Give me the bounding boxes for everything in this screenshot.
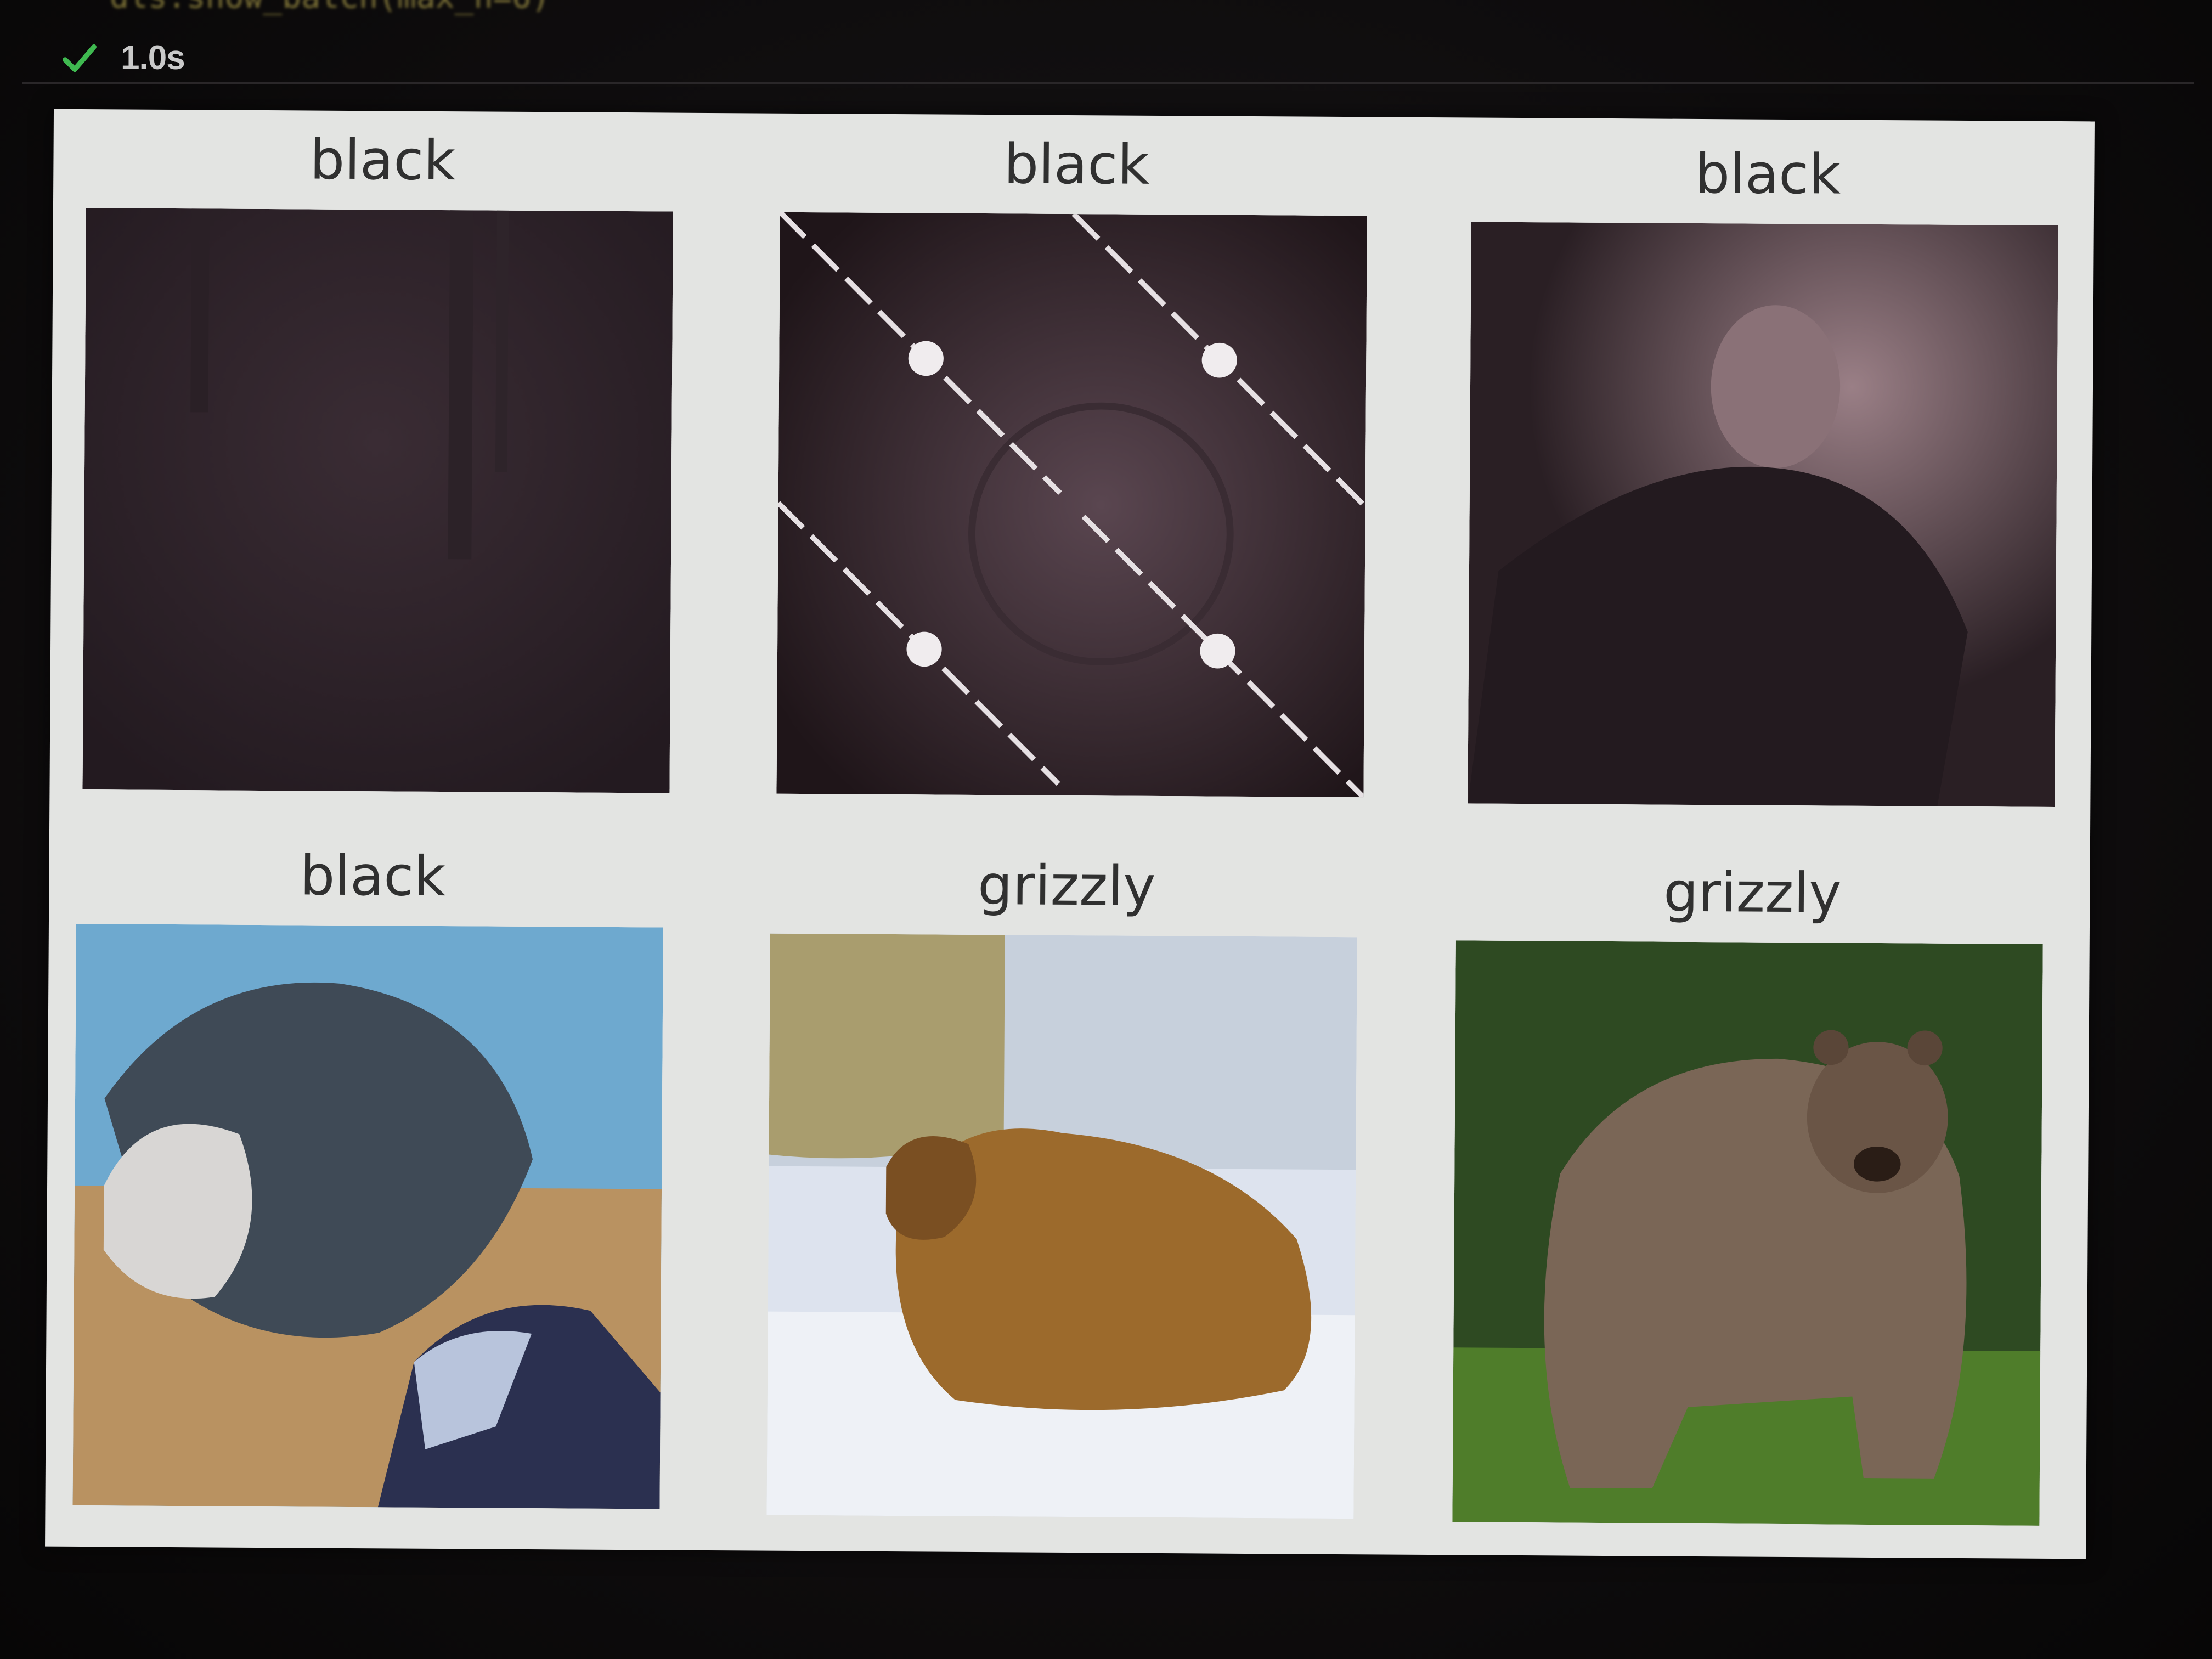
batch-panel: black bbox=[72, 842, 669, 1526]
batch-image bbox=[1452, 940, 2043, 1526]
execution-duration: 1.0s bbox=[121, 39, 185, 77]
panel-label: grizzly bbox=[1663, 860, 1842, 926]
batch-panel: black bbox=[1468, 139, 2064, 823]
code-line: dls.show_batch(max_n=6) bbox=[110, 0, 658, 15]
panel-label: grizzly bbox=[977, 853, 1156, 918]
panel-label: black bbox=[300, 843, 446, 909]
cell-status: 1.0s bbox=[60, 38, 185, 77]
panel-label: black bbox=[1003, 132, 1150, 197]
batch-image bbox=[766, 933, 1357, 1519]
panel-label: black bbox=[309, 127, 456, 193]
panel-label: black bbox=[1695, 141, 1841, 207]
batch-image bbox=[72, 923, 663, 1509]
cell-divider bbox=[22, 82, 2194, 84]
check-icon bbox=[63, 44, 97, 72]
show-batch-figure: black black bbox=[45, 109, 2095, 1559]
batch-panel: black bbox=[776, 130, 1373, 814]
batch-panel: black bbox=[82, 126, 679, 810]
batch-panel: grizzly bbox=[766, 851, 1363, 1536]
batch-panel: grizzly bbox=[1452, 858, 2049, 1542]
batch-image bbox=[776, 212, 1367, 798]
batch-image bbox=[1468, 222, 2058, 807]
batch-image bbox=[82, 208, 673, 793]
